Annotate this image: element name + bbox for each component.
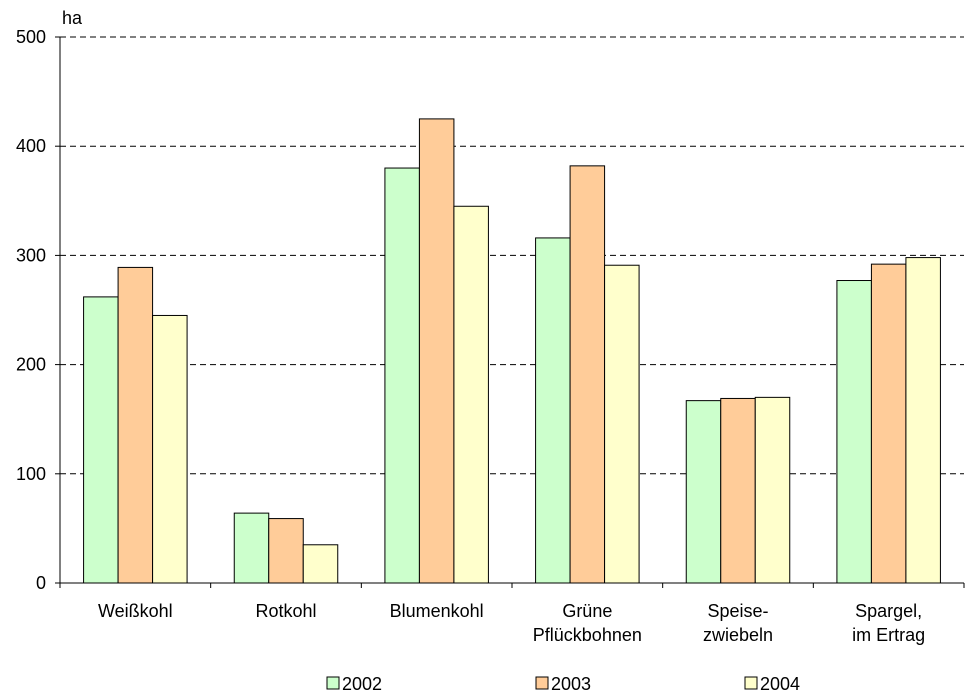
y-tick-label: 0 [36, 573, 46, 593]
legend-swatch-2004 [744, 676, 758, 690]
bar-2004 [302, 544, 339, 584]
bar-2002 [535, 237, 571, 584]
bar-2003 [569, 165, 606, 584]
bar-2003 [418, 118, 455, 584]
y-tick-labels: 0 100 200 300 400 500 [16, 27, 60, 593]
y-tick-label: 200 [16, 355, 46, 375]
gridlines [60, 36, 964, 475]
x-category-label: Pflückbohnen [533, 625, 642, 645]
x-category-label: Grüne [562, 601, 612, 621]
y-tick-label: 500 [16, 27, 46, 47]
bar-2004 [152, 314, 188, 584]
y-tick-label: 400 [16, 136, 46, 156]
y-tick-label: 100 [16, 464, 46, 484]
bar-2003 [720, 397, 756, 584]
bar-2002 [836, 280, 872, 584]
bar-2003 [268, 518, 304, 584]
x-category-label: im Ertrag [852, 625, 925, 645]
x-category-label: Speise- [707, 601, 768, 621]
x-category-label: Weißkohl [98, 601, 173, 621]
x-category-label: Spargel, [855, 601, 922, 621]
bar-2002 [685, 400, 722, 584]
legend-label: 2003 [551, 674, 591, 694]
bar-2004 [453, 205, 489, 584]
legend-label: 2004 [760, 674, 800, 694]
bar-2004 [754, 396, 791, 584]
legend: 2002 2003 2004 [326, 674, 800, 694]
bar-2003 [117, 266, 154, 584]
bar-2004 [604, 264, 640, 584]
bar-2002 [233, 512, 270, 584]
y-tick-label: 300 [16, 245, 46, 265]
legend-label: 2002 [342, 674, 382, 694]
x-category-label: Rotkohl [255, 601, 316, 621]
bar-2003 [870, 263, 907, 584]
x-category-label: Blumenkohl [390, 601, 484, 621]
legend-swatch-2003 [535, 676, 549, 690]
bar-2002 [384, 167, 420, 584]
bar-2002 [83, 296, 119, 584]
bars [83, 118, 941, 584]
legend-swatch-2002 [326, 676, 340, 690]
x-category-label: zwiebeln [703, 625, 773, 645]
bar-2004 [905, 257, 941, 584]
x-category-labels: Weißkohl Rotkohl Blumenkohl Grüne Pflückbohn… [59, 583, 965, 645]
y-axis-label: ha [62, 8, 83, 28]
